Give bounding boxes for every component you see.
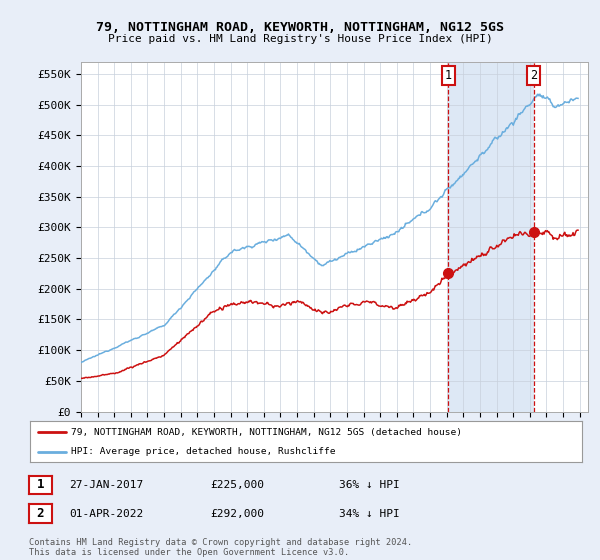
Text: 34% ↓ HPI: 34% ↓ HPI (339, 508, 400, 519)
Text: 1: 1 (445, 69, 452, 82)
Text: 27-JAN-2017: 27-JAN-2017 (69, 480, 143, 490)
Text: £225,000: £225,000 (210, 480, 264, 490)
Text: 2: 2 (530, 69, 538, 82)
Text: 79, NOTTINGHAM ROAD, KEYWORTH, NOTTINGHAM, NG12 5GS: 79, NOTTINGHAM ROAD, KEYWORTH, NOTTINGHA… (96, 21, 504, 34)
Text: £292,000: £292,000 (210, 508, 264, 519)
Text: 01-APR-2022: 01-APR-2022 (69, 508, 143, 519)
Text: Price paid vs. HM Land Registry's House Price Index (HPI): Price paid vs. HM Land Registry's House … (107, 34, 493, 44)
Text: HPI: Average price, detached house, Rushcliffe: HPI: Average price, detached house, Rush… (71, 447, 336, 456)
Text: 36% ↓ HPI: 36% ↓ HPI (339, 480, 400, 490)
Text: 79, NOTTINGHAM ROAD, KEYWORTH, NOTTINGHAM, NG12 5GS (detached house): 79, NOTTINGHAM ROAD, KEYWORTH, NOTTINGHA… (71, 428, 463, 437)
Text: Contains HM Land Registry data © Crown copyright and database right 2024.
This d: Contains HM Land Registry data © Crown c… (29, 538, 412, 557)
Text: 1: 1 (37, 478, 44, 492)
Text: 2: 2 (37, 507, 44, 520)
Bar (448, 62, 534, 412)
